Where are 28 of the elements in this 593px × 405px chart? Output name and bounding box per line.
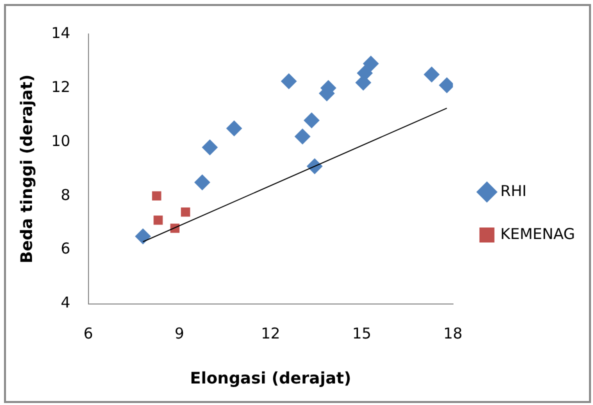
legend-label: RHI <box>500 182 527 200</box>
y-tick-label: 8 <box>60 186 70 204</box>
x-axis-title: Elongasi (derajat) <box>190 368 352 388</box>
point <box>202 139 218 156</box>
x-tick-label: 18 <box>443 324 462 343</box>
x-tick-label: 9 <box>174 324 184 343</box>
point <box>304 112 320 128</box>
point <box>306 158 323 174</box>
point <box>180 207 190 217</box>
point <box>362 56 379 72</box>
point <box>194 174 210 190</box>
point <box>424 66 440 82</box>
x-tick-label: 6 <box>84 324 94 343</box>
x-tick-label: 12 <box>261 324 280 343</box>
y-axis-title: Beda tinggi (derajat) <box>16 74 36 264</box>
point <box>294 128 311 145</box>
y-tick-label: 4 <box>60 294 70 312</box>
y-tick-label: 10 <box>51 132 70 150</box>
y-tick-label: 12 <box>51 78 70 96</box>
x-tick-label: 15 <box>352 324 372 343</box>
point <box>226 120 242 136</box>
y-tick-label: 14 <box>51 24 70 42</box>
point <box>280 73 297 90</box>
point <box>134 228 151 244</box>
point <box>152 191 162 200</box>
point <box>154 216 163 225</box>
y-tick-label: 6 <box>60 240 70 258</box>
legend-label: KEMENAG <box>500 224 576 243</box>
